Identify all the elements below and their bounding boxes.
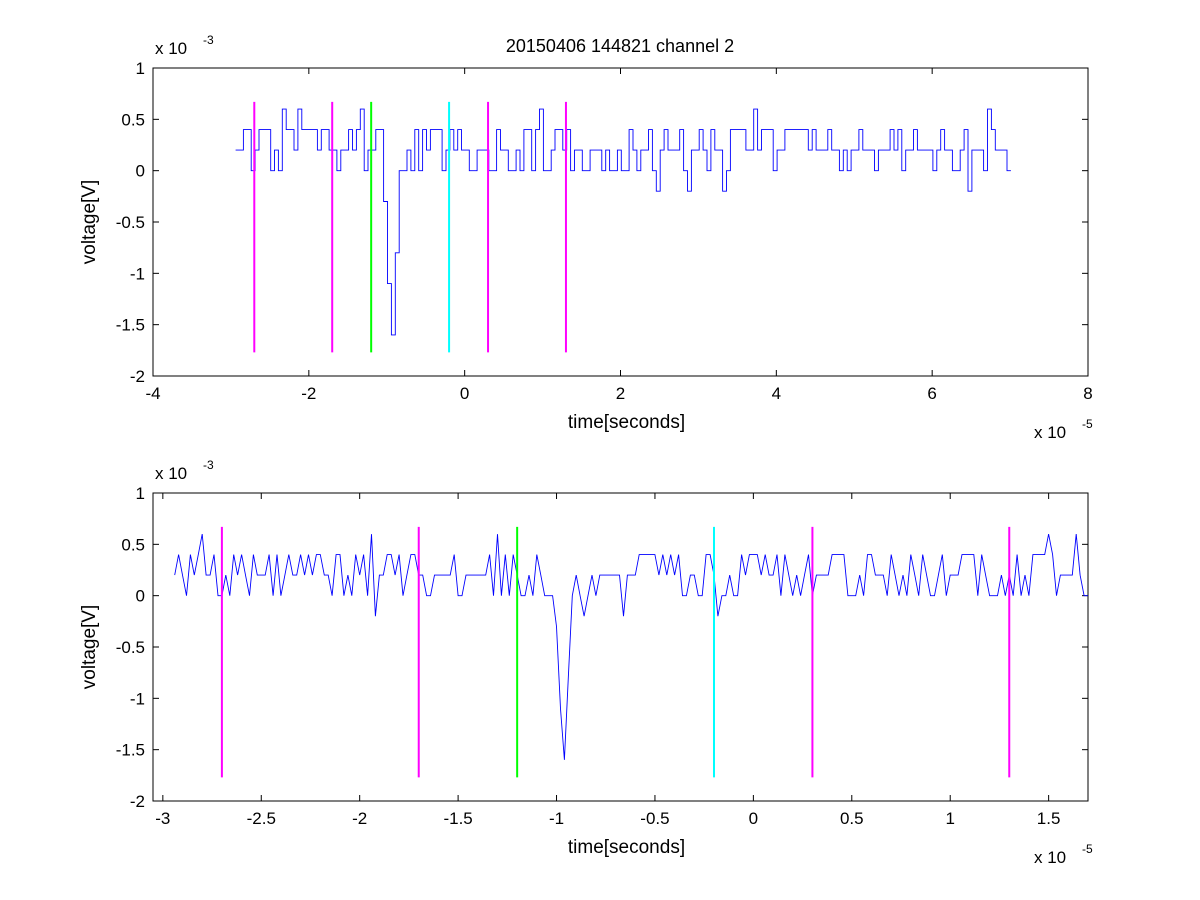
x-multiplier: x 10 [1034, 848, 1066, 867]
y-tick-label: 0 [136, 587, 145, 606]
x-tick-label: 0.5 [840, 809, 864, 828]
x-multiplier-exponent: -5 [1082, 842, 1093, 856]
x-multiplier-exponent: -5 [1082, 417, 1093, 431]
x-tick-label: -2 [301, 384, 316, 403]
y-tick-label: -1 [130, 264, 145, 283]
y-tick-label: 0 [136, 162, 145, 181]
x-tick-label: -1.5 [443, 809, 472, 828]
y-tick-label: 1 [136, 59, 145, 78]
signal-series-line [174, 534, 1088, 760]
y-tick-label: -2 [130, 792, 145, 811]
x-axis-label: time[seconds] [568, 837, 685, 858]
figure-title: 20150406 144821 channel 2 [506, 36, 734, 56]
x-tick-label: -3 [155, 809, 170, 828]
plot-area [152, 492, 1089, 802]
plot-area [152, 67, 1089, 377]
x-tick-label: 8 [1083, 384, 1092, 403]
y-tick-label: -0.5 [116, 638, 145, 657]
y-tick-label: 0.5 [121, 110, 145, 129]
x-tick-label: 6 [927, 384, 936, 403]
y-tick-label: 0.5 [121, 535, 145, 554]
y-multiplier-exponent: -3 [203, 33, 214, 47]
y-axis-label: voltage[V] [79, 605, 100, 690]
x-tick-label: 1 [945, 809, 954, 828]
x-tick-label: -4 [145, 384, 160, 403]
y-tick-label: 1 [136, 484, 145, 503]
y-tick-label: -2 [130, 367, 145, 386]
y-axis-label: voltage[V] [79, 180, 100, 265]
y-multiplier: x 10 [155, 39, 187, 58]
x-multiplier: x 10 [1034, 423, 1066, 442]
x-tick-label: 1.5 [1037, 809, 1061, 828]
signal-series-line [235, 108, 1011, 336]
y-multiplier-exponent: -3 [203, 458, 214, 472]
bottom-plot: -3 -2.5 -2 -1.5 -1 -0.5 0 0.5 1 1.5 1 0.5 0 -0.5 -1 -1.… [79, 458, 1093, 867]
data-layer [235, 101, 1011, 353]
y-tick-label: -1.5 [116, 741, 145, 760]
x-tick-label: -1 [549, 809, 564, 828]
data-layer [174, 526, 1088, 778]
x-axis-label: time[seconds] [568, 412, 685, 433]
x-tick-label: -0.5 [640, 809, 669, 828]
x-tick-label: 0 [460, 384, 469, 403]
x-tick-label: -2.5 [247, 809, 276, 828]
x-tick-label: 4 [772, 384, 781, 403]
y-tick-label: -0.5 [116, 213, 145, 232]
y-tick-label: -1.5 [116, 316, 145, 335]
x-tick-label: 2 [616, 384, 625, 403]
x-tick-label: 0 [749, 809, 758, 828]
y-tick-label: -1 [130, 689, 145, 708]
x-tick-label: -2 [352, 809, 367, 828]
top-plot: -4 -2 0 2 4 6 810.50-0.5-1-1.5-2time[seconds]v… [79, 33, 1093, 442]
y-multiplier: x 10 [155, 464, 187, 483]
